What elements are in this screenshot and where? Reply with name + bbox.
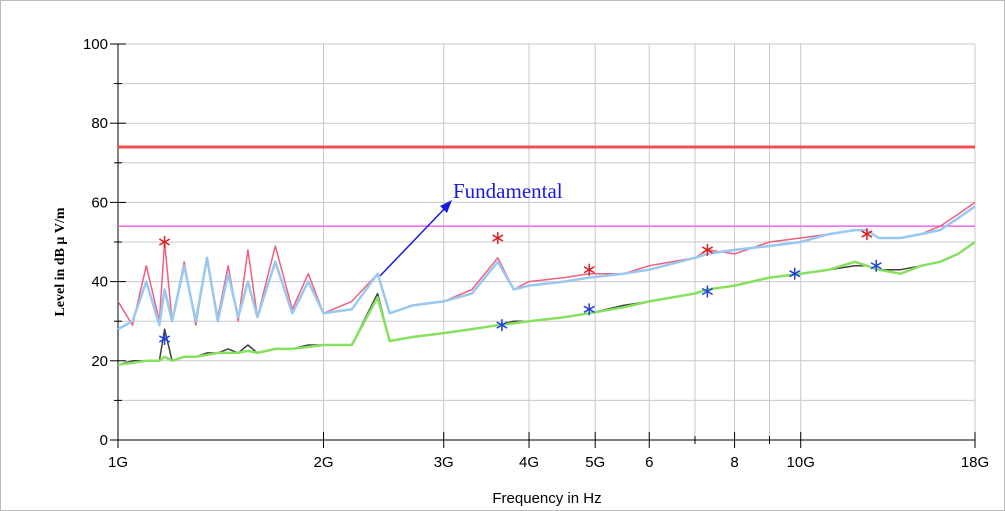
y-tick-label: 60 bbox=[91, 194, 108, 211]
y-tick-label: 80 bbox=[91, 115, 108, 132]
marker-stroke bbox=[583, 305, 595, 313]
y-tick-label: 0 bbox=[100, 432, 108, 449]
marker-stroke bbox=[701, 246, 714, 254]
marker bbox=[492, 232, 504, 245]
marker-stroke bbox=[496, 321, 508, 329]
marker bbox=[583, 263, 595, 276]
arrow-head bbox=[440, 200, 452, 213]
marker bbox=[496, 319, 508, 332]
y-axis-label: Level in dB μ V/m bbox=[53, 207, 68, 316]
x-tick-label: 2G bbox=[314, 454, 334, 471]
x-tick-label: 6 bbox=[645, 454, 653, 471]
marker bbox=[158, 333, 171, 346]
x-tick-label: 5G bbox=[585, 454, 605, 471]
marker-stroke bbox=[701, 287, 714, 296]
marker bbox=[701, 285, 714, 298]
x-tick-label: 3G bbox=[434, 454, 454, 471]
marker-stroke bbox=[861, 230, 873, 238]
marker-stroke bbox=[870, 262, 882, 270]
marker-stroke bbox=[583, 266, 595, 274]
x-tick-label: 1G bbox=[108, 454, 128, 471]
annotation: Fundamental bbox=[453, 179, 563, 203]
series-line bbox=[117, 205, 976, 331]
marker bbox=[701, 243, 714, 256]
marker-stroke bbox=[158, 238, 171, 246]
x-tick-label: 4G bbox=[519, 454, 539, 471]
marker-stroke bbox=[158, 335, 171, 343]
x-axis-label: Frequency in Hz bbox=[492, 490, 601, 507]
marker bbox=[789, 267, 801, 280]
marker bbox=[158, 236, 171, 248]
marker-stroke bbox=[789, 270, 801, 278]
y-tick-label: 100 bbox=[83, 36, 108, 53]
marker bbox=[870, 259, 882, 272]
x-tick-label: 18G bbox=[961, 454, 989, 471]
marker-stroke bbox=[492, 234, 504, 242]
marker bbox=[861, 228, 873, 241]
y-tick-label: 20 bbox=[91, 353, 108, 370]
x-tick-label: 10G bbox=[787, 454, 815, 471]
series-line bbox=[117, 240, 976, 367]
marker bbox=[583, 303, 595, 316]
y-tick-label: 40 bbox=[91, 274, 108, 291]
annotation-arrow bbox=[379, 205, 448, 277]
x-tick-label: 8 bbox=[730, 454, 738, 471]
